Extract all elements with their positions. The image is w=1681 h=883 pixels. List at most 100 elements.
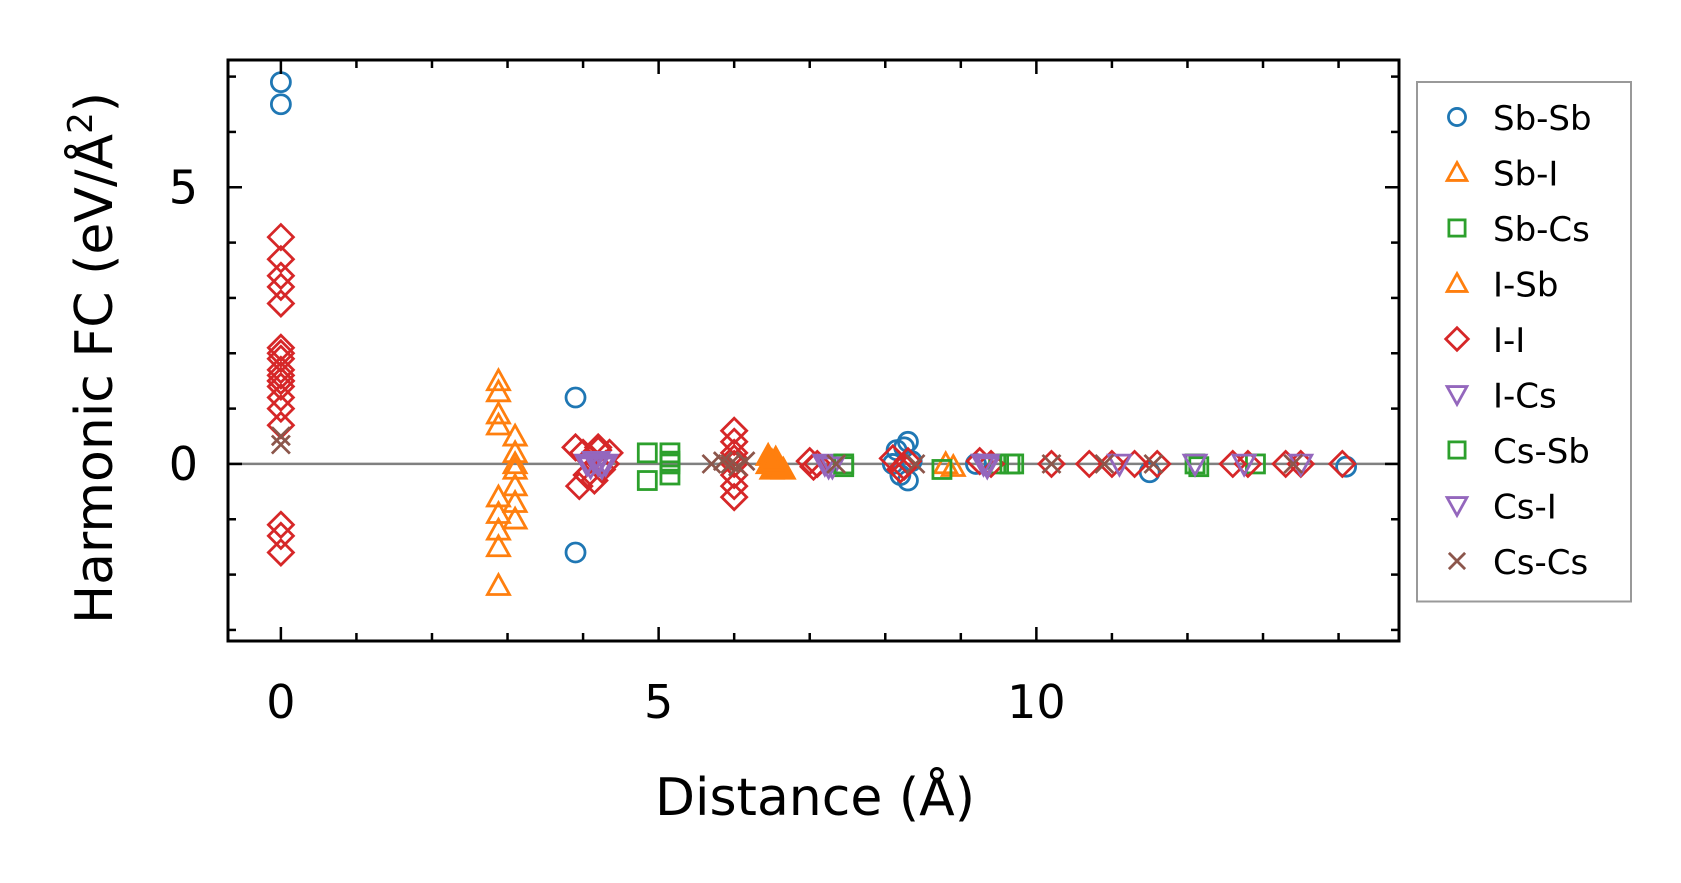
legend-marker-sb-i [1444,159,1470,182]
point-cs-cs [1041,453,1062,474]
legend-label-i-i: I-I [1493,321,1525,361]
point-i-cs [592,453,620,478]
point-sb-sb [564,541,587,564]
point-i-i [266,371,296,401]
legend-label-cs-i: Cs-I [1493,488,1557,528]
legend-marker-i-i [1443,325,1471,353]
point-sb-sb [269,93,292,116]
point-i-i [719,416,749,446]
y-axis-label: Harmonic FC (eV/Å2) [61,92,125,624]
legend-label-i-cs: I-Cs [1493,377,1557,417]
plot-frame [226,58,1401,643]
point-i-i [266,521,296,551]
point-sb-cs [636,442,658,464]
point-i-i [1233,449,1263,479]
point-sb-i [501,505,529,530]
point-sb-sb [269,71,292,94]
point-sb-i [485,533,512,558]
point-i-i [266,222,296,252]
point-i-i [719,482,749,512]
point-cs-i [973,453,1001,478]
legend-marker-cs-sb [1447,440,1467,460]
point-i-cs [811,453,839,478]
point-sb-cs [659,464,681,486]
point-i-sb [758,447,786,472]
point-sb-cs [659,450,681,472]
point-cs-cs [1094,453,1115,474]
point-sb-i [501,488,529,513]
point-cs-cs [826,453,847,474]
point-sb-sb [1335,455,1358,478]
legend-marker-i-sb [1444,270,1470,293]
point-sb-i [939,452,967,477]
point-i-cs [1106,453,1133,478]
legend-label-i-sb: I-Sb [1493,266,1558,306]
point-sb-i [501,438,529,464]
point-i-i [719,427,749,457]
point-i-i [266,272,296,302]
legend-label-sb-cs: Sb-Cs [1493,210,1590,250]
point-cs-i [588,456,616,481]
point-i-i [802,449,832,479]
y-tick-label: 5 [169,160,198,214]
legend-marker-cs-cs [1447,551,1467,571]
point-sb-i [485,411,512,436]
point-i-i [266,338,296,368]
x-tick-label: 5 [644,675,673,729]
point-i-i [266,537,296,567]
point-i-i [266,360,296,390]
legend-marker-i-cs [1444,385,1470,408]
point-cs-i [1230,453,1258,478]
point-sb-i [501,450,529,475]
point-i-i [719,471,749,501]
axis-ticks [226,58,1401,643]
point-i-i [266,383,296,413]
point-i-i [719,438,749,468]
legend: Sb-Sb Sb-I Sb-Cs I-Sb I-I I-Cs Cs-Sb Cs-I Cs-Cs [1416,81,1632,603]
x-axis-label: Distance (Å) [655,766,975,828]
legend-marker-sb-sb [1447,107,1467,127]
x-tick-label: 10 [1007,675,1066,729]
point-sb-sb [564,386,587,409]
point-sb-cs [931,459,953,480]
point-i-i [561,432,591,462]
legend-marker-cs-i [1444,496,1470,519]
point-i-i [266,510,296,540]
x-tick-label: 0 [266,675,295,729]
point-sb-i [501,455,529,480]
point-i-i [266,394,296,424]
point-cs-cs [701,453,722,474]
point-i-i [266,355,296,385]
point-i-i [976,449,1006,479]
point-cs-cs [1143,453,1164,474]
tick-labels: 0 5 10 0 5 [169,160,1066,729]
point-sb-cs [636,470,658,491]
point-i-i [1120,449,1150,479]
series-i-i [266,222,1357,567]
point-sb-i [485,367,512,392]
point-sb-i [485,400,512,425]
point-i-i [564,471,594,501]
legend-label-cs-cs: Cs-Cs [1493,543,1588,583]
point-sb-i [501,472,529,497]
y-axis-label-main: Harmonic FC (eV/Å [63,133,125,624]
legend-label-sb-sb: Sb-Sb [1493,99,1592,139]
legend-label-cs-sb: Cs-Sb [1493,432,1590,472]
point-i-i [1097,449,1127,479]
point-i-i [266,261,296,291]
y-tick-label: 0 [169,437,198,491]
point-cs-i [1181,453,1209,478]
point-i-i [266,244,296,274]
point-cs-cs [905,453,926,474]
legend-label-sb-i: Sb-I [1493,155,1558,195]
plot-area [228,71,1399,596]
series-i-sb [754,441,797,480]
point-i-i [1036,449,1066,479]
point-cs-cs [735,451,756,472]
y-axis-label-superscript: 2 [61,112,101,134]
point-i-i [266,344,296,374]
point-cs-sb [999,453,1021,475]
point-i-i [1074,449,1104,479]
point-cs-cs [270,434,291,455]
